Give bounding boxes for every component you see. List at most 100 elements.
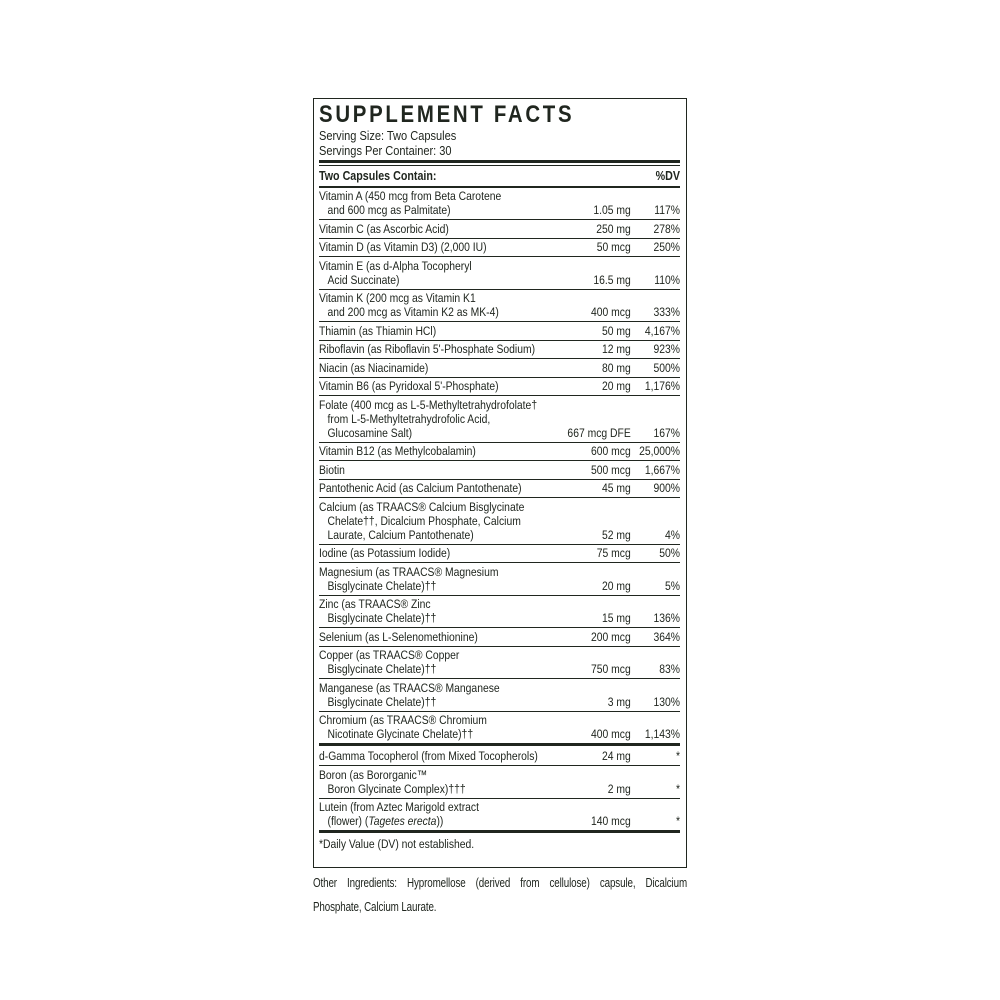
nutrient-row: Biotin 500 mcg 1,667% bbox=[319, 461, 680, 480]
nutrient-row: Zinc (as TRAACS® Zinc Bisglycinate Chelat… bbox=[319, 596, 680, 629]
nutrient-name: Vitamin B6 (as Pyridoxal 5'-Phosphate) bbox=[319, 379, 499, 394]
nutrient-name: Vitamin K (200 mcg as Vitamin K1 and 200 … bbox=[319, 291, 499, 320]
panel-title: SUPPLEMENT FACTS bbox=[319, 101, 575, 128]
nutrient-amount: 400 mcg bbox=[591, 305, 631, 320]
nutrient-dv: 136% bbox=[653, 611, 680, 626]
column-header-row: Two Capsules Contain: %DV bbox=[319, 166, 680, 188]
dv-footnote: *Daily Value (DV) not established. bbox=[319, 837, 475, 852]
nutrient-row: Chromium (as TRAACS® Chromium Nicotinate … bbox=[319, 712, 680, 744]
nutrient-dv: 1,176% bbox=[644, 379, 680, 394]
nutrient-row: Vitamin C (as Ascorbic Acid) 250 mg 278% bbox=[319, 220, 680, 239]
nutrient-row: Lutein (from Aztec Marigold extract (flow… bbox=[319, 799, 680, 831]
nutrient-name: Vitamin A (450 mcg from Beta Carotene and… bbox=[319, 189, 502, 218]
other-ingredients-line2: Phosphate, Calcium Laurate. bbox=[313, 899, 437, 914]
nutrient-name: Magnesium (as TRAACS® Magnesium Bisglycin… bbox=[319, 564, 499, 593]
column-header-dv: %DV bbox=[655, 169, 680, 184]
nutrient-name: Copper (as TRAACS® Copper Bisglycinate Ch… bbox=[319, 648, 460, 677]
other-ingredients-text: Other Ingredients: Hypromellose (derived… bbox=[313, 872, 687, 919]
nutrient-amount: 12 mg bbox=[601, 342, 631, 357]
nutrient-row: Vitamin D (as Vitamin D3) (2,000 IU) 50 m… bbox=[319, 239, 680, 258]
nutrient-amount: 52 mg bbox=[601, 527, 631, 542]
nutrient-name: Niacin (as Niacinamide) bbox=[319, 360, 429, 375]
other-ingredients-line1: Other Ingredients: Hypromellose (derived… bbox=[313, 876, 688, 890]
nutrient-row: Vitamin E (as d-Alpha Tocopheryl Acid Suc… bbox=[319, 257, 680, 290]
nutrient-name: Calcium (as TRAACS® Calcium Bisglycinate… bbox=[319, 499, 525, 542]
nutrient-row: Vitamin B6 (as Pyridoxal 5'-Phosphate) 20… bbox=[319, 378, 680, 397]
nutrient-row: Vitamin A (450 mcg from Beta Carotene and… bbox=[319, 188, 680, 221]
serving-size-text: Serving Size: Two Capsules bbox=[319, 128, 457, 143]
footnote-rule bbox=[319, 830, 680, 834]
nutrient-dv: 25,000% bbox=[639, 444, 680, 459]
nutrient-amount: 20 mg bbox=[601, 578, 631, 593]
nutrient-row: Thiamin (as Thiamin HCl) 50 mg 4,167% bbox=[319, 322, 680, 341]
nutrient-amount: 2 mg bbox=[607, 781, 631, 796]
nutrient-amount: 24 mg bbox=[601, 749, 631, 764]
nutrient-row: Vitamin B12 (as Methylcobalamin) 600 mcg 2… bbox=[319, 443, 680, 462]
nutrient-amount: 500 mcg bbox=[591, 462, 631, 477]
nutrient-name: Zinc (as TRAACS® Zinc Bisglycinate Chelat… bbox=[319, 597, 437, 626]
nutrient-name: Lutein (from Aztec Marigold extract (flow… bbox=[319, 800, 479, 829]
nutrient-dv: 923% bbox=[653, 342, 680, 357]
nutrient-row: Manganese (as TRAACS® Manganese Bisglycin… bbox=[319, 679, 680, 712]
nutrient-row: Iodine (as Potassium Iodide) 75 mcg 50% bbox=[319, 545, 680, 564]
nutrient-dv: 50% bbox=[659, 546, 680, 561]
nutrient-name: Selenium (as L-Selenomethionine) bbox=[319, 629, 478, 644]
nutrient-dv: 1,143% bbox=[644, 727, 680, 742]
supplement-facts-panel: SUPPLEMENT FACTS Serving Size: Two Capsu… bbox=[313, 98, 687, 868]
nutrient-dv: 333% bbox=[653, 305, 680, 320]
nutrient-name: d-Gamma Tocopherol (from Mixed Tocophero… bbox=[319, 749, 538, 764]
nutrient-row: Riboflavin (as Riboflavin 5'-Phosphate S… bbox=[319, 341, 680, 360]
nutrient-amount: 667 mcg DFE bbox=[567, 425, 631, 440]
nutrient-row: d-Gamma Tocopherol (from Mixed Tocophero… bbox=[319, 746, 680, 767]
nutrient-amount: 50 mcg bbox=[596, 240, 631, 255]
nutrient-name: Manganese (as TRAACS® Manganese Bisglycin… bbox=[319, 680, 500, 709]
nutrient-dv: * bbox=[675, 749, 680, 764]
nutrient-amount: 80 mg bbox=[601, 360, 631, 375]
nutrient-dv: 250% bbox=[653, 240, 680, 255]
nutrient-amount: 15 mg bbox=[601, 611, 631, 626]
nutrient-dv: * bbox=[675, 781, 680, 796]
nutrient-dv: 278% bbox=[653, 221, 680, 236]
nutrient-row: Boron (as Bororganic™ Boron Glycinate Com… bbox=[319, 766, 680, 799]
nutrient-name: Vitamin C (as Ascorbic Acid) bbox=[319, 221, 449, 236]
nutrient-name: Vitamin D (as Vitamin D3) (2,000 IU) bbox=[319, 240, 487, 255]
nutrient-dv: 130% bbox=[653, 694, 680, 709]
nutrient-dv: * bbox=[675, 814, 680, 829]
nutrient-row: Magnesium (as TRAACS® Magnesium Bisglycin… bbox=[319, 563, 680, 596]
nutrient-amount: 400 mcg bbox=[591, 727, 631, 742]
nutrient-amount: 16.5 mg bbox=[593, 272, 631, 287]
nutrient-name: Thiamin (as Thiamin HCl) bbox=[319, 323, 437, 338]
double-rule bbox=[319, 160, 680, 167]
panel-content: SUPPLEMENT FACTS Serving Size: Two Capsu… bbox=[319, 102, 680, 856]
nutrient-dv: 500% bbox=[653, 360, 680, 375]
nutrient-name: Riboflavin (as Riboflavin 5'-Phosphate S… bbox=[319, 342, 536, 357]
nutrient-row: Calcium (as TRAACS® Calcium Bisglycinate… bbox=[319, 498, 680, 545]
nutrient-row: Vitamin K (200 mcg as Vitamin K1 and 200 … bbox=[319, 290, 680, 323]
other-ingredients: Other Ingredients: Hypromellose (derived… bbox=[313, 872, 687, 919]
nutrient-row: Niacin (as Niacinamide) 80 mg 500% bbox=[319, 359, 680, 378]
nutrient-name: Biotin bbox=[319, 462, 345, 477]
nutrient-row: Selenium (as L-Selenomethionine) 200 mcg 3… bbox=[319, 628, 680, 647]
nutrient-amount: 3 mg bbox=[607, 694, 631, 709]
nutrient-amount: 50 mg bbox=[601, 323, 631, 338]
nutrient-name: Vitamin B12 (as Methylcobalamin) bbox=[319, 444, 476, 459]
servings-per-container-text: Servings Per Container: 30 bbox=[319, 143, 452, 158]
nutrient-dv: 4,167% bbox=[644, 323, 680, 338]
nutrient-amount: 250 mg bbox=[596, 221, 631, 236]
nutrient-amount: 45 mg bbox=[601, 481, 631, 496]
nutrient-dv: 110% bbox=[654, 272, 680, 287]
nutrient-row: Pantothenic Acid (as Calcium Pantothenat… bbox=[319, 480, 680, 499]
nutrient-row: Folate (400 mcg as L-5-Methyltetrahydrof… bbox=[319, 396, 680, 443]
nutrient-dv: 83% bbox=[659, 662, 680, 677]
nutrient-name: Chromium (as TRAACS® Chromium Nicotinate … bbox=[319, 713, 487, 742]
nutrient-name: Iodine (as Potassium Iodide) bbox=[319, 546, 451, 561]
section-rule bbox=[319, 743, 680, 747]
nutrient-dv: 117% bbox=[654, 203, 680, 218]
nutrient-dv: 1,667% bbox=[644, 462, 680, 477]
nutrient-amount: 140 mcg bbox=[591, 814, 631, 829]
nutrient-amount: 750 mcg bbox=[591, 662, 631, 677]
nutrient-amount: 200 mcg bbox=[591, 629, 631, 644]
nutrient-amount: 20 mg bbox=[601, 379, 631, 394]
nutrient-dv: 900% bbox=[653, 481, 680, 496]
nutrient-name: Vitamin E (as d-Alpha Tocopheryl Acid Suc… bbox=[319, 258, 472, 287]
